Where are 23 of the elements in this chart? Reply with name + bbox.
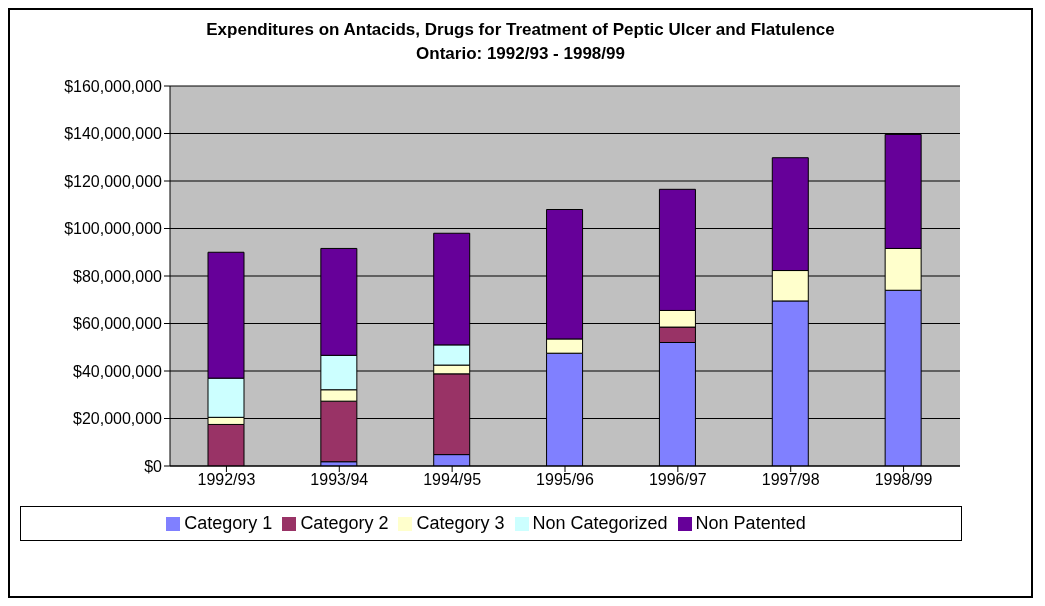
y-tick-label: $140,000,000: [64, 125, 163, 143]
x-tick-label: 1996/97: [648, 471, 707, 489]
legend-label: Non Categorized: [532, 513, 668, 533]
x-tick-label: 1994/95: [423, 471, 482, 489]
legend-label: Category 3: [416, 513, 505, 533]
y-tick-label: $40,000,000: [73, 362, 163, 380]
y-tick-label: $120,000,000: [64, 172, 163, 190]
x-tick-label: 1995/96: [536, 471, 595, 489]
x-tick-label: 1997/98: [761, 471, 820, 489]
y-tick-label: $60,000,000: [73, 315, 163, 333]
y-tick-label: $0: [144, 457, 163, 475]
chart-subtitle: Ontario: 1992/93 - 1998/99: [415, 43, 626, 65]
chart-title: Expenditures on Antacids, Drugs for Treatment of Peptic Ulcer and Flatulence: [205, 19, 836, 41]
legend-label: Category 1: [184, 513, 273, 533]
y-tick-label: $100,000,000: [64, 220, 163, 238]
legend-label: Non Patented: [695, 513, 806, 533]
y-tick-label: $20,000,000: [73, 410, 163, 428]
legend-label: Category 2: [300, 513, 389, 533]
x-tick-label: 1993/94: [310, 471, 369, 489]
x-tick-label: 1998/99: [874, 471, 933, 489]
y-tick-label: $160,000,000: [64, 77, 163, 95]
y-tick-label: $80,000,000: [73, 267, 163, 285]
x-tick-label: 1992/93: [197, 471, 256, 489]
